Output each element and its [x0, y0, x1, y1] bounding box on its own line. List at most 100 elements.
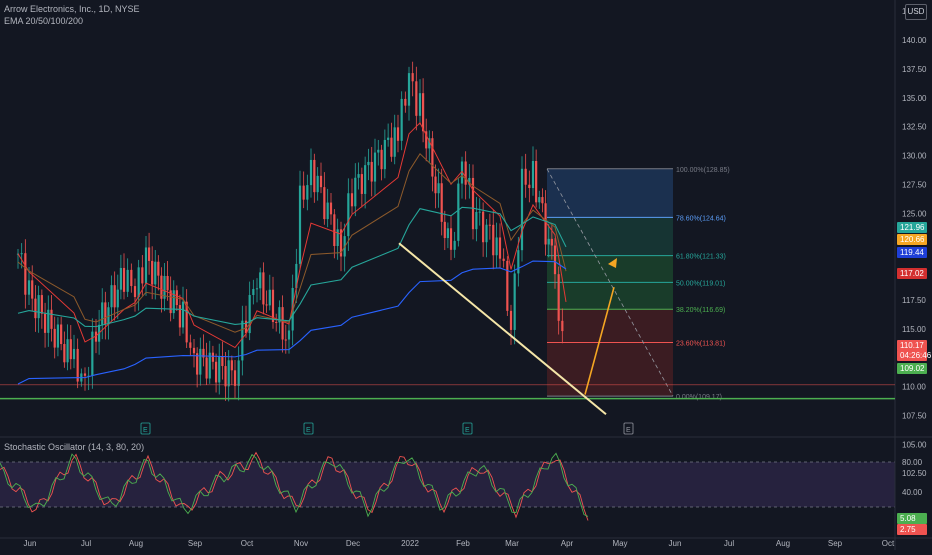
candle-body	[72, 348, 76, 360]
candle-body	[56, 324, 60, 348]
fib-zone	[547, 255, 673, 283]
ema-legend[interactable]: EMA 20/50/100/200	[4, 16, 84, 26]
candle-body	[60, 324, 63, 345]
symbol-title[interactable]: Arrow Electronics, Inc., 1D, NYSE	[4, 4, 140, 14]
candle-body	[259, 272, 262, 289]
candle-body	[295, 263, 298, 288]
candle-body	[492, 224, 495, 256]
time-tick-label: Sep	[828, 539, 843, 548]
ema200-line	[17, 260, 567, 385]
fib-zone	[547, 309, 673, 343]
candle-body	[531, 160, 535, 189]
time-tick-label: Aug	[129, 539, 143, 548]
candle-body	[464, 161, 467, 185]
stoch-pane	[0, 437, 895, 538]
candle-body	[502, 258, 505, 261]
candle-body	[196, 353, 199, 375]
candle-body	[323, 187, 326, 220]
candle-body	[553, 245, 557, 275]
candle-body	[284, 339, 287, 341]
candle-body	[248, 295, 251, 334]
candle-body	[364, 165, 367, 194]
candle-body	[192, 347, 196, 354]
earnings-marker-label: E	[143, 427, 148, 434]
candle-body	[53, 328, 56, 348]
candle-body	[151, 260, 154, 285]
candle-body	[329, 202, 333, 215]
stoch-badge-label: 5.08	[900, 514, 916, 523]
candle-body	[31, 280, 34, 299]
candle-body	[471, 177, 475, 230]
candle-body	[181, 301, 185, 328]
candle-body	[547, 238, 550, 245]
candle-body	[431, 138, 434, 177]
ema100-line	[17, 206, 567, 328]
candle-body	[298, 185, 302, 264]
candle-body	[407, 73, 411, 106]
candle-body	[163, 275, 166, 299]
candle-body	[211, 352, 215, 362]
stochastic-legend[interactable]: Stochastic Oscillator (14, 3, 80, 20)	[4, 442, 145, 452]
trendline	[398, 242, 607, 415]
time-tick-label: Nov	[294, 539, 308, 548]
candle-body	[241, 320, 244, 361]
stoch-badge	[897, 513, 927, 524]
candle-body	[281, 307, 284, 340]
candle-body	[339, 229, 343, 257]
fib-diagonal	[546, 168, 674, 397]
candle-body	[513, 273, 516, 330]
candle-body	[113, 285, 116, 308]
candle-body	[133, 286, 137, 298]
candle-body	[291, 287, 294, 331]
candle-body	[116, 289, 119, 308]
candle-body	[383, 139, 386, 170]
candle-body	[377, 149, 380, 153]
candle-body	[316, 175, 319, 193]
candle-body	[380, 149, 383, 170]
candle-body	[144, 247, 148, 284]
candle-body	[37, 295, 40, 319]
candle-body	[528, 184, 531, 189]
candle-body	[83, 373, 87, 376]
candle-body	[411, 73, 414, 82]
candle-body	[130, 269, 133, 287]
time-tick-label: Dec	[346, 539, 360, 548]
stoch-k-line	[0, 452, 589, 518]
price-tick-label: 137.50	[902, 65, 927, 74]
fib-level-label: 100.00%(128.85)	[676, 167, 730, 174]
time-tick-label: Oct	[882, 539, 895, 548]
stoch-tick-label: 40.00	[902, 488, 923, 497]
currency-button[interactable]: USD	[905, 4, 927, 20]
stoch-badge-label: 2.75	[900, 525, 916, 534]
earnings-marker-label: E	[306, 427, 311, 434]
candle-body	[453, 240, 456, 250]
ema50-line	[17, 153, 567, 333]
price-badge	[897, 234, 927, 245]
candle-body	[185, 301, 188, 343]
time-tick-label: Oct	[241, 539, 254, 548]
earnings-marker-label: E	[626, 427, 631, 434]
candle-body	[495, 237, 498, 256]
time-tick-label: Feb	[456, 539, 470, 548]
candle-body	[400, 98, 403, 141]
earnings-marker	[462, 422, 473, 435]
candle-body	[110, 285, 113, 308]
price-badge-label: 120.66	[900, 235, 925, 244]
fib-zone	[547, 168, 673, 218]
candle-body	[422, 93, 425, 132]
candle-body	[218, 356, 221, 383]
candle-body	[137, 267, 140, 298]
candle-body	[230, 360, 233, 371]
candle-body	[252, 288, 255, 296]
candle-body	[50, 309, 53, 329]
candle-body	[237, 360, 240, 386]
earnings-marker	[303, 422, 314, 435]
candle-body	[157, 261, 160, 276]
candle-body	[498, 237, 502, 259]
fib-level-label: 0.00%(109.17)	[676, 394, 722, 401]
earnings-marker	[623, 422, 634, 435]
candle-body	[360, 174, 363, 194]
candle-body	[443, 221, 446, 239]
